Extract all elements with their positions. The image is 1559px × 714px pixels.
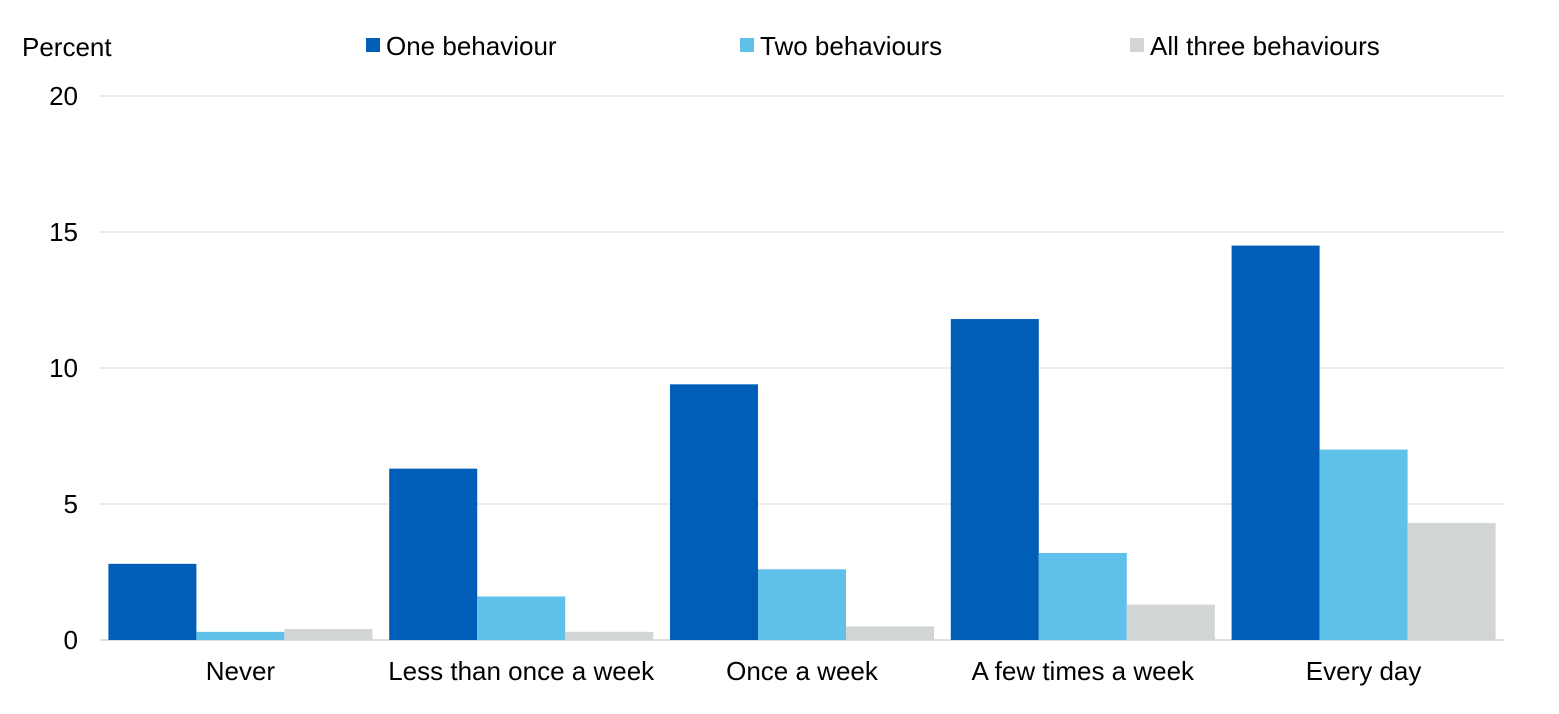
x-category-label: Every day (1306, 656, 1422, 686)
x-category-label: Never (206, 656, 276, 686)
bar-two-behaviours (196, 631, 285, 640)
y-tick-labels: 0 5 10 15 20 (49, 81, 78, 655)
x-category-label: A few times a week (972, 656, 1196, 686)
y-tick-label: 15 (49, 217, 78, 247)
bar-all-three-behaviours (565, 631, 654, 640)
bar-all-three-behaviours (846, 626, 934, 640)
x-category-label: Once a week (726, 656, 879, 686)
bar-two-behaviours (1038, 552, 1127, 640)
bar-all-three-behaviours (284, 629, 373, 640)
legend-swatch (740, 38, 754, 52)
bar-two-behaviours (1319, 449, 1408, 640)
legend-label: Two behaviours (760, 31, 942, 61)
y-tick-label: 5 (64, 489, 78, 519)
bar-one-behaviour (108, 563, 197, 640)
x-category-label: Less than once a week (388, 656, 655, 686)
bar-one-behaviour (1231, 245, 1320, 640)
y-axis-title: Percent (22, 32, 112, 62)
bar-all-three-behaviours (1126, 604, 1215, 640)
legend-label: All three behaviours (1150, 31, 1380, 61)
bar-all-three-behaviours (1407, 523, 1496, 640)
legend-swatch (1130, 38, 1144, 52)
legend-swatch (366, 38, 380, 52)
x-category-labels: Never Less than once a week Once a week A f… (206, 656, 1422, 686)
bars (108, 245, 1496, 640)
bar-two-behaviours (477, 596, 566, 640)
y-tick-label: 0 (64, 625, 78, 655)
y-tick-label: 10 (49, 353, 78, 383)
legend: One behaviour Two behaviours All three beh… (366, 31, 1380, 61)
bar-one-behaviour (950, 319, 1039, 640)
bar-one-behaviour (670, 384, 758, 640)
y-tick-label: 20 (49, 81, 78, 111)
bar-one-behaviour (389, 468, 478, 640)
bar-two-behaviours (758, 569, 846, 640)
legend-label: One behaviour (386, 31, 557, 61)
